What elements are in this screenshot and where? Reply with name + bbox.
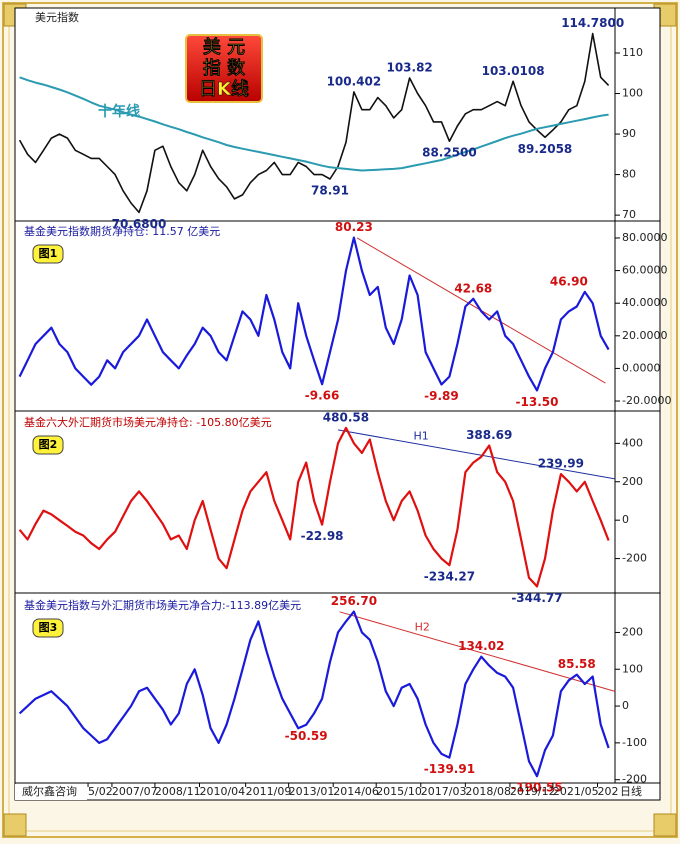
annotation: 103.0108 [482, 64, 545, 78]
x-tick-label: 2019/12 [510, 785, 556, 798]
panel-title: 基金美元指数与外汇期货市场美元净合力:-113.89亿美元 [24, 598, 301, 612]
panel-title: 基金六大外汇期货市场美元净持仓: -105.80亿美元 [24, 415, 272, 429]
y-tick-label: 100 [622, 87, 643, 100]
badge-text: 图3 [39, 621, 58, 634]
x-tick-label: 2021/05 [553, 785, 599, 798]
x-tick-label: 2014/06 [333, 785, 379, 798]
panel-title: 美元指数 [35, 10, 79, 24]
y-tick-label: 0 [622, 513, 629, 526]
annotation: -22.98 [301, 529, 344, 543]
y-tick-label: 400 [622, 436, 643, 449]
x-tick-label: 2010/04 [199, 785, 245, 798]
x-tick-label: 5/02 [88, 785, 113, 798]
badge-box [32, 435, 64, 455]
trend-label: H2 [415, 621, 430, 634]
y-tick-label: 110 [622, 46, 643, 59]
x-tick-label: 2015/10 [376, 785, 422, 798]
trend-label: H1 [413, 430, 428, 443]
annotation: 85.58 [558, 657, 596, 671]
badge-box [32, 244, 64, 264]
y-tick-label: 40.0000 [622, 296, 668, 309]
footer-box [15, 784, 87, 800]
corner-ornament [653, 813, 677, 837]
annotation: 89.2058 [518, 142, 573, 156]
y-tick-label: -200 [622, 773, 647, 786]
badge-text: 指 数 [203, 57, 246, 79]
badge-text: 日K线 [199, 78, 249, 100]
annotation: -190.55 [511, 781, 562, 795]
trend-line [339, 611, 616, 692]
footer-period: 日线 [620, 784, 642, 798]
annotation: -9.66 [305, 389, 340, 403]
y-tick-label: 80.0000 [622, 231, 668, 244]
plot-area [14, 7, 661, 801]
badge-box [32, 618, 64, 638]
x-tick-label: 2008/11 [155, 785, 201, 798]
y-tick-label: 0 [622, 699, 629, 712]
x-tick-label: 2018/08 [465, 785, 511, 798]
series-line [19, 76, 609, 172]
annotation: 42.68 [454, 281, 492, 295]
x-tick-label: 2013/01 [289, 785, 335, 798]
badge-text: 美 元 [203, 36, 245, 58]
annotation: 70.6800 [112, 217, 167, 231]
annotation: -344.77 [511, 591, 562, 605]
y-tick-label: 70 [622, 208, 636, 221]
panel-title: 基金美元指数期货净持仓: 11.57 亿美元 [24, 224, 220, 238]
annotation: 103.82 [386, 61, 432, 75]
y-tick-label: -200 [622, 552, 647, 565]
annotation: -234.27 [424, 570, 475, 584]
x-tick-label: 2007/07 [112, 785, 158, 798]
y-tick-label: 100 [622, 662, 643, 675]
y-tick-label: 20.0000 [622, 329, 668, 342]
trend-line [337, 429, 616, 480]
y-tick-label: 200 [622, 475, 643, 488]
x-tick-label: 202 [597, 785, 618, 798]
annotation: 480.58 [323, 410, 369, 424]
corner-ornament [3, 813, 27, 837]
series-line [18, 236, 610, 392]
series-line [18, 32, 610, 214]
badge-text: 图2 [39, 438, 58, 451]
annotation: -13.50 [516, 395, 559, 409]
annotation: 80.23 [335, 220, 373, 234]
x-tick-label: 2017/03 [421, 785, 467, 798]
annotation: 114.7800 [561, 16, 624, 30]
annotation: 100.402 [327, 74, 382, 88]
annotation: 256.70 [331, 594, 377, 608]
badge-text: 图1 [39, 247, 58, 260]
annotation: 78.91 [311, 184, 349, 198]
y-tick-label: 80 [622, 168, 636, 181]
annotation: 388.69 [466, 428, 512, 442]
y-tick-label: -20.0000 [622, 394, 671, 407]
x-tick-label: 2011/09 [246, 785, 292, 798]
y-tick-label: -100 [622, 736, 647, 749]
y-tick-label: 90 [622, 127, 636, 140]
y-tick-label: 0.0000 [622, 361, 661, 374]
annotation: 239.99 [538, 457, 584, 471]
series-label: 十年线 [98, 103, 140, 120]
annotation: 134.02 [458, 639, 504, 653]
footer-source: 威尔鑫咨询 [22, 784, 77, 798]
series-line [18, 426, 610, 588]
y-tick-label: 60.0000 [622, 264, 668, 277]
series-line [18, 610, 610, 778]
annotation: 46.90 [550, 274, 588, 288]
annotation: -139.91 [424, 762, 475, 776]
annotation: -9.89 [424, 389, 459, 403]
y-tick-label: 200 [622, 625, 643, 638]
annotation: -50.59 [285, 729, 328, 743]
annotation: 88.2500 [422, 146, 477, 160]
badge-box [185, 34, 263, 103]
